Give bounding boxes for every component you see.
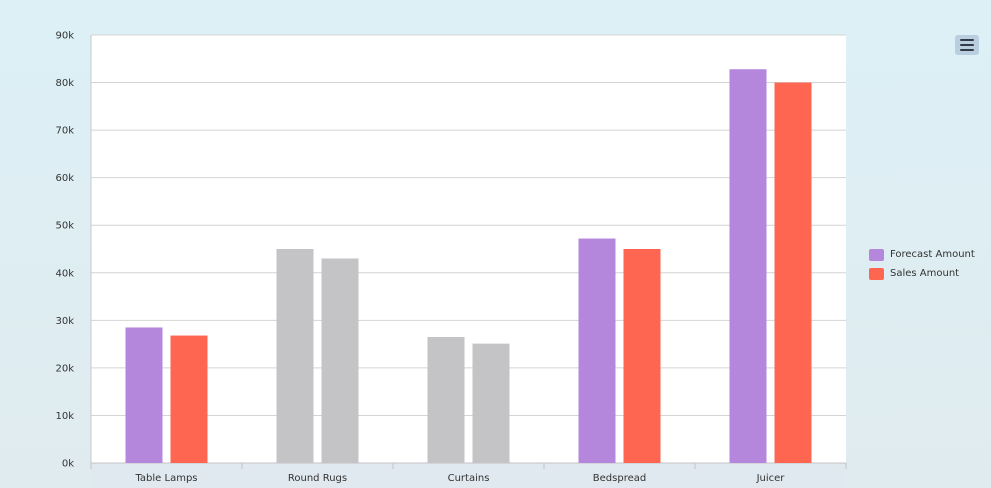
x-tick-label: Bedspread	[593, 473, 646, 484]
y-tick-label: 80k	[55, 78, 74, 89]
x-axis-band	[91, 463, 846, 488]
hamburger-menu-icon	[960, 39, 974, 41]
y-tick-label: 40k	[55, 268, 74, 279]
plot-area	[91, 35, 846, 463]
y-tick-label: 10k	[55, 411, 74, 422]
x-tick-label: Juicer	[756, 473, 786, 484]
bar-sales[interactable]	[472, 343, 510, 463]
legend-label-forecast: Forecast Amount	[890, 249, 975, 260]
y-tick-label: 60k	[55, 173, 74, 184]
y-tick-label: 50k	[55, 221, 74, 232]
bar-forecast[interactable]	[729, 69, 767, 464]
y-tick-label: 70k	[55, 126, 74, 137]
y-tick-label: 20k	[55, 363, 74, 374]
chart-menu-button[interactable]	[955, 35, 979, 55]
x-tick-label: Table Lamps	[134, 473, 197, 484]
y-tick-label: 90k	[55, 31, 74, 42]
legend-item-sales[interactable]: Sales Amount	[869, 264, 975, 283]
y-tick-label: 30k	[55, 316, 74, 327]
legend-swatch-sales	[869, 267, 884, 280]
bar-sales[interactable]	[774, 82, 812, 464]
y-tick-label: 0k	[62, 459, 74, 470]
legend-swatch-forecast	[869, 248, 884, 261]
bar-forecast[interactable]	[578, 238, 616, 463]
bar-sales[interactable]	[170, 335, 208, 463]
x-tick-label: Curtains	[448, 473, 490, 484]
bar-sales[interactable]	[321, 258, 359, 463]
legend-item-forecast[interactable]: Forecast Amount	[869, 245, 975, 264]
legend-label-sales: Sales Amount	[890, 268, 960, 279]
bar-forecast[interactable]	[427, 336, 465, 463]
x-tick-label: Round Rugs	[288, 473, 347, 484]
bar-forecast[interactable]	[276, 249, 314, 463]
chart-legend: Forecast Amount Sales Amount	[869, 245, 975, 283]
bar-forecast[interactable]	[125, 327, 163, 463]
bar-sales[interactable]	[623, 249, 661, 463]
